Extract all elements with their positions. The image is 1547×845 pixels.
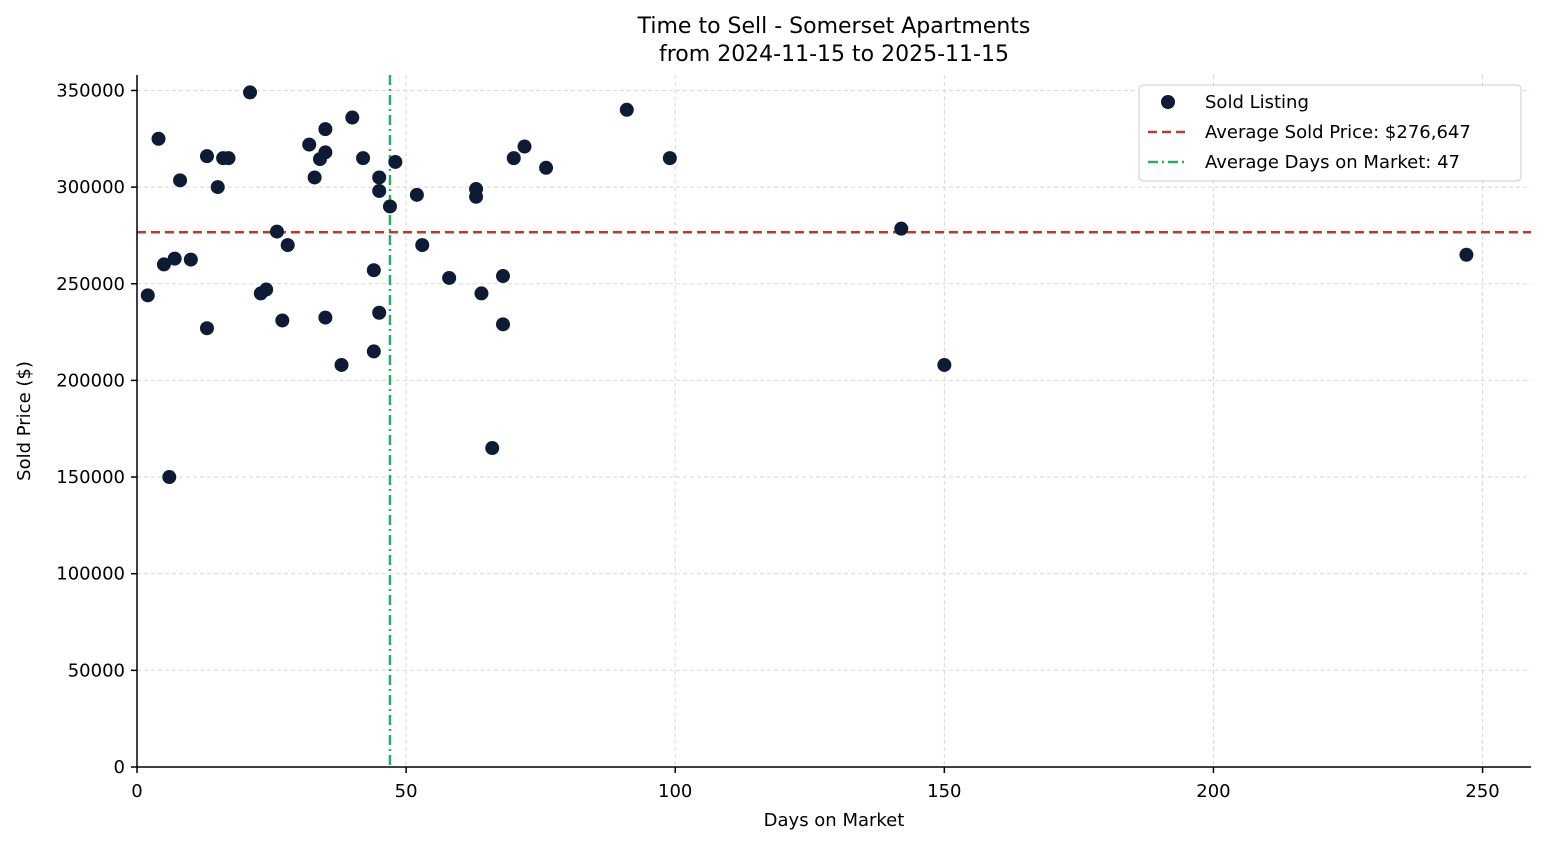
data-point	[539, 160, 554, 175]
data-point	[183, 252, 198, 267]
data-point	[199, 321, 214, 336]
data-point	[259, 282, 274, 297]
data-point	[140, 288, 155, 303]
data-point	[469, 189, 484, 204]
data-point	[409, 187, 424, 202]
data-point	[345, 110, 360, 125]
x-tick-label: 250	[1465, 781, 1499, 802]
data-point	[1459, 247, 1474, 262]
data-point	[302, 137, 317, 152]
data-point	[495, 317, 510, 332]
y-tick-label: 100000	[56, 564, 125, 585]
data-point	[366, 263, 381, 278]
data-point	[318, 145, 333, 160]
chart-title: Time to Sell - Somerset Apartments	[637, 14, 1031, 39]
data-point	[318, 122, 333, 137]
data-point	[506, 151, 521, 166]
x-tick-label: 150	[927, 781, 961, 802]
legend-label-average-days: Average Days on Market: 47	[1205, 152, 1460, 173]
legend-frame	[1138, 84, 1522, 182]
data-point	[894, 221, 909, 236]
x-tick-label: 0	[131, 781, 142, 802]
y-tick-label: 350000	[56, 80, 125, 101]
legend-label-average-price: Average Sold Price: $276,647	[1205, 122, 1471, 143]
data-point	[517, 139, 532, 154]
y-tick-label: 150000	[56, 467, 125, 488]
grid	[137, 75, 1531, 767]
y-tick-label: 50000	[68, 660, 125, 681]
data-point	[221, 151, 236, 166]
x-tick-label: 50	[395, 781, 418, 802]
data-point	[167, 251, 182, 266]
data-point	[382, 199, 397, 214]
y-tick-label: 200000	[56, 370, 125, 391]
legend-label-sold-listing: Sold Listing	[1205, 92, 1309, 113]
y-axis-label: Sold Price ($)	[14, 361, 35, 481]
data-point	[372, 183, 387, 198]
x-tick-label: 100	[658, 781, 692, 802]
reference-lines	[137, 75, 1531, 767]
data-point	[662, 151, 677, 166]
chart-subtitle: from 2024-11-15 to 2025-11-15	[659, 42, 1009, 67]
data-point	[372, 170, 387, 185]
data-point	[307, 170, 322, 185]
data-point	[937, 357, 952, 372]
data-point	[485, 441, 500, 456]
y-tick-label: 250000	[56, 274, 125, 295]
data-point	[372, 305, 387, 320]
x-tick-label: 200	[1196, 781, 1230, 802]
data-point	[388, 154, 403, 169]
axes: 0 50 100 150 200 250 0 50000 100000 150000 200000 2…	[56, 75, 1531, 802]
data-point	[366, 344, 381, 359]
legend-marker-sold-listing	[1161, 95, 1175, 109]
data-point	[415, 238, 430, 253]
data-points	[140, 85, 1474, 485]
data-point	[243, 85, 258, 100]
data-point	[210, 180, 225, 195]
data-point	[442, 270, 457, 285]
data-point	[495, 269, 510, 284]
data-point	[474, 286, 489, 301]
data-point	[156, 257, 171, 272]
data-point	[275, 313, 290, 328]
data-point	[280, 238, 295, 253]
data-point	[173, 173, 188, 188]
data-point	[619, 102, 634, 117]
data-point	[318, 310, 333, 325]
x-axis-label: Days on Market	[764, 810, 905, 831]
data-point	[356, 151, 371, 166]
data-point	[162, 470, 177, 485]
legend: Sold Listing Average Sold Price: $276,64…	[1138, 84, 1522, 182]
y-tick-label: 0	[114, 757, 125, 778]
y-tick-label: 300000	[56, 177, 125, 198]
data-point	[199, 149, 214, 164]
data-point	[269, 224, 284, 239]
data-point	[151, 131, 166, 146]
data-point	[334, 357, 349, 372]
